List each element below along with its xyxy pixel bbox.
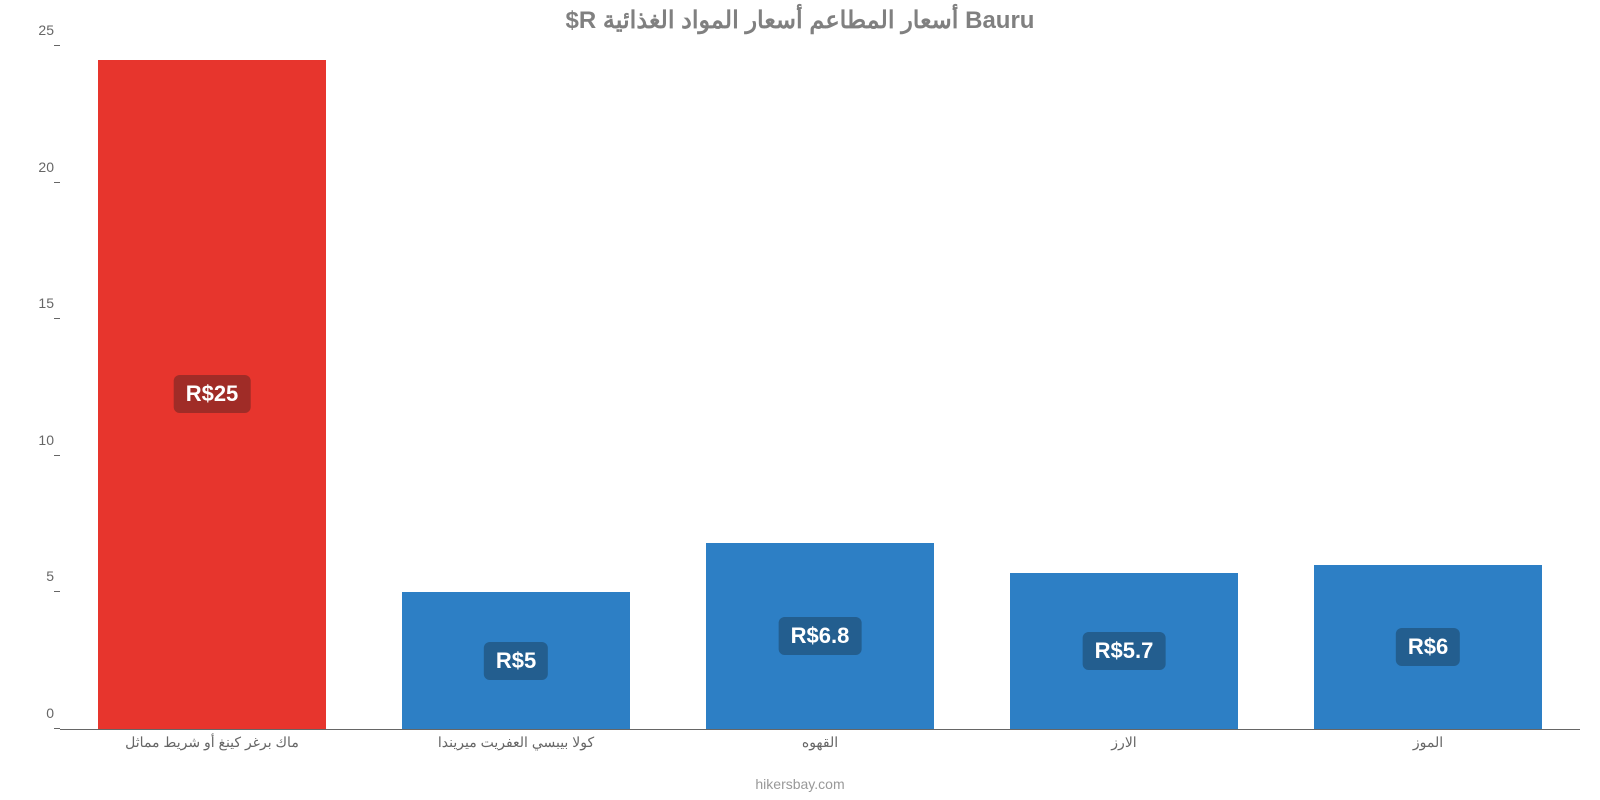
x-category-label: القهوه <box>802 734 838 751</box>
bars-layer: R$25 R$5 R$6.8 R$5.7 R$6 <box>60 46 1580 729</box>
bar-value-label: R$5 <box>484 642 548 680</box>
y-tick-label: 15 <box>20 295 54 311</box>
y-tick-mark <box>54 318 60 319</box>
y-tick-label: 10 <box>20 432 54 448</box>
y-tick-label: 25 <box>20 22 54 38</box>
chart-title: Bauru أسعار المطاعم أسعار المواد الغذائي… <box>0 6 1600 35</box>
price-bar-chart: Bauru أسعار المطاعم أسعار المواد الغذائي… <box>0 0 1600 800</box>
plot-area: R$25R$5R$6.8R$5.7R$6 0510152025 <box>60 46 1580 730</box>
y-tick-mark <box>54 455 60 456</box>
bar-value-label: R$6 <box>1396 628 1460 666</box>
x-axis: ماك برغر كينغ أو شريط مماثل كولا بيبسي ال… <box>60 734 1580 764</box>
bar: R$5 <box>402 592 630 729</box>
x-category-label: الارز <box>1111 734 1136 751</box>
x-category-label: ماك برغر كينغ أو شريط مماثل <box>125 734 299 751</box>
bar: R$25 <box>98 60 326 729</box>
y-tick-mark <box>54 182 60 183</box>
y-tick-mark <box>54 728 60 729</box>
bar-value-label: R$5.7 <box>1083 632 1166 670</box>
bar-value-label: R$6.8 <box>779 617 862 655</box>
bar: R$5.7 <box>1010 573 1238 729</box>
y-tick-mark <box>54 45 60 46</box>
y-tick-label: 20 <box>20 159 54 175</box>
bar-value-label: R$25 <box>174 375 251 413</box>
x-category-label: الموز <box>1413 734 1443 751</box>
attribution-text: hikersbay.com <box>0 776 1600 792</box>
bar: R$6 <box>1314 565 1542 729</box>
bar: R$6.8 <box>706 543 934 729</box>
y-tick-label: 5 <box>20 568 54 584</box>
y-tick-mark <box>54 591 60 592</box>
x-category-label: كولا بيبسي العفريت ميريندا <box>438 734 594 751</box>
y-tick-label: 0 <box>20 705 54 721</box>
